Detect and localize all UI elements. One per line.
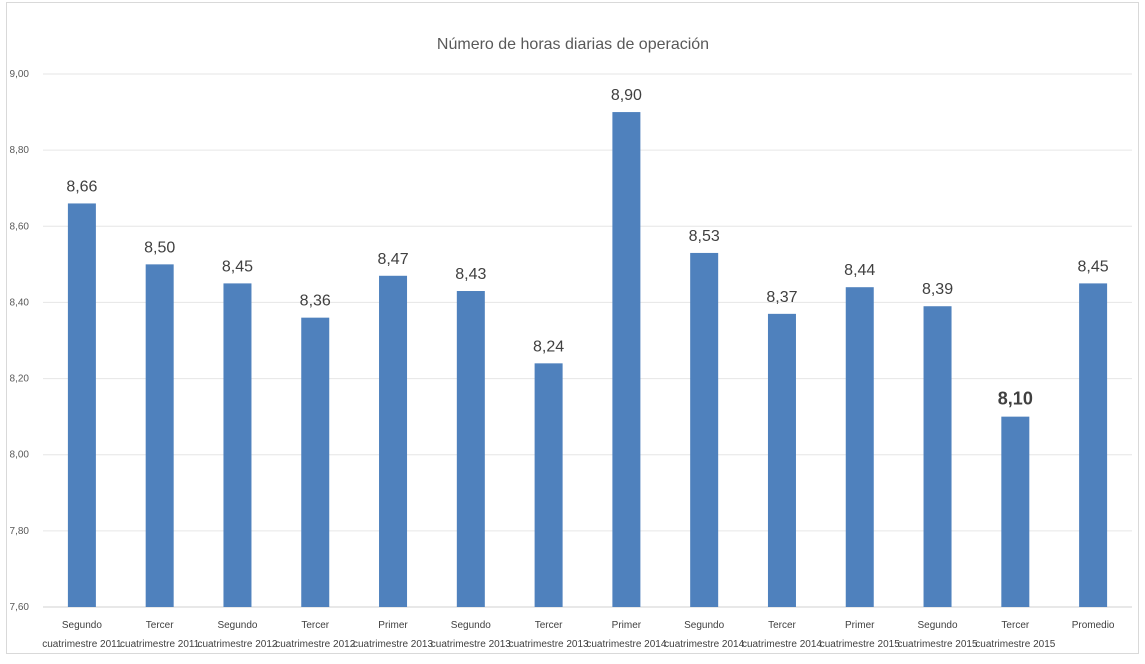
x-tick-label: cuatrimestre 2011 xyxy=(42,639,122,650)
data-label: 8,24 xyxy=(533,338,564,355)
bars xyxy=(67,112,1108,608)
y-tick-label: 7,80 xyxy=(10,526,30,537)
data-label: 8,66 xyxy=(66,178,97,195)
y-axis-ticks: 7,60 7,80 8,00 8,20 8,40 8,60 8,80 9,00 xyxy=(10,69,30,613)
x-tick-label: cuatrimestre 2013 xyxy=(509,639,589,650)
bar xyxy=(67,203,96,607)
x-tick-label: Tercer xyxy=(146,620,174,631)
bar xyxy=(612,112,641,608)
chart-frame: Número de horas diarias de operación 7,6… xyxy=(6,2,1139,654)
data-label: 8,39 xyxy=(922,281,953,298)
x-tick-label: cuatrimestre 2014 xyxy=(742,639,822,650)
x-tick-label: Segundo xyxy=(451,620,491,631)
x-tick-label: cuatrimestre 2011 xyxy=(120,639,200,650)
y-tick-label: 8,20 xyxy=(10,374,30,385)
x-tick-label: Tercer xyxy=(535,620,563,631)
data-label: 8,36 xyxy=(300,293,331,310)
data-label: 8,90 xyxy=(611,87,642,104)
bar xyxy=(1001,416,1030,607)
y-tick-label: 7,60 xyxy=(10,602,30,613)
x-tick-label: Primer xyxy=(378,620,408,631)
x-tick-label: cuatrimestre 2014 xyxy=(664,639,744,650)
x-tick-label: Segundo xyxy=(684,620,724,631)
x-tick-label: Segundo xyxy=(62,620,102,631)
bar xyxy=(379,275,408,607)
x-tick-label: Primer xyxy=(845,620,875,631)
y-tick-label: 9,00 xyxy=(10,69,30,80)
data-label: 8,50 xyxy=(144,239,175,256)
bar xyxy=(767,313,796,607)
data-label: 8,47 xyxy=(377,251,408,268)
data-labels: 8,66 8,50 8,45 8,36 8,47 8,43 8,24 8,90 8,53 8,37… xyxy=(66,87,1108,409)
bar xyxy=(456,291,485,607)
x-tick-label: cuatrimestre 2015 xyxy=(975,639,1055,650)
bar xyxy=(1079,283,1108,607)
x-tick-label: Tercer xyxy=(301,620,329,631)
data-label: 8,53 xyxy=(689,228,720,245)
x-tick-label: Segundo xyxy=(217,620,257,631)
x-tick-label: Segundo xyxy=(918,620,958,631)
x-tick-label: cuatrimestre 2014 xyxy=(586,639,666,650)
data-label: 8,10 xyxy=(998,389,1033,409)
y-tick-label: 8,40 xyxy=(10,297,30,308)
x-tick-label: cuatrimestre 2015 xyxy=(820,639,900,650)
chart-title: Número de horas diarias de operación xyxy=(437,36,709,53)
x-tick-label: Tercer xyxy=(768,620,796,631)
bar xyxy=(923,306,952,607)
y-tick-label: 8,00 xyxy=(10,450,30,461)
data-label: 8,43 xyxy=(455,266,486,283)
data-label: 8,45 xyxy=(222,258,253,275)
bar xyxy=(223,283,252,607)
y-tick-label: 8,80 xyxy=(10,145,30,156)
bar-chart: Número de horas diarias de operación 7,6… xyxy=(10,36,1132,650)
x-tick-label: cuatrimestre 2012 xyxy=(197,639,277,650)
x-tick-label: cuatrimestre 2013 xyxy=(431,639,511,650)
bar xyxy=(690,252,719,607)
bar xyxy=(845,287,874,607)
x-axis-ticks: Segundo cuatrimestre 2011 Tercer cuatrimest… xyxy=(42,620,1115,650)
bar xyxy=(534,363,563,607)
data-label: 8,37 xyxy=(766,289,797,306)
x-tick-label: Primer xyxy=(612,620,642,631)
bar xyxy=(301,317,330,607)
data-label: 8,44 xyxy=(844,262,875,279)
data-label: 8,45 xyxy=(1078,258,1109,275)
x-tick-label: cuatrimestre 2015 xyxy=(898,639,978,650)
x-tick-label: cuatrimestre 2013 xyxy=(353,639,433,650)
grid-layer xyxy=(43,73,1132,608)
y-tick-label: 8,60 xyxy=(10,221,30,232)
x-tick-label: cuatrimestre 2012 xyxy=(275,639,355,650)
x-tick-label: Promedio xyxy=(1072,620,1115,631)
bar xyxy=(145,264,174,607)
x-tick-label: Tercer xyxy=(1001,620,1029,631)
